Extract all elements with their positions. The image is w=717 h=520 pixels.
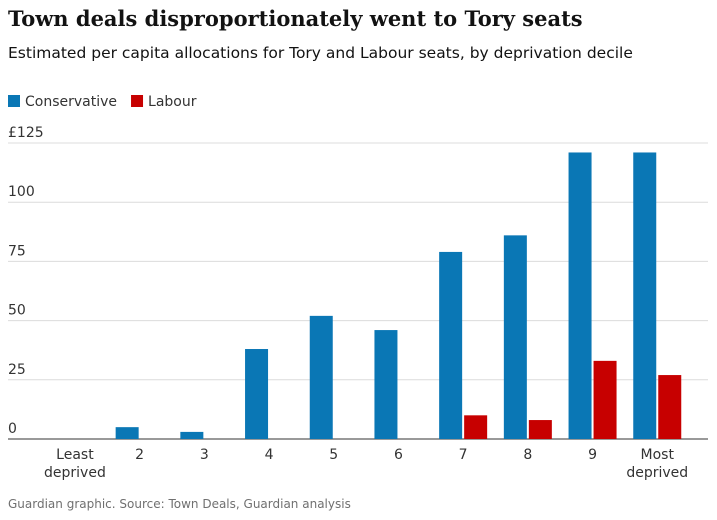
y-tick-label: 25 <box>8 362 26 378</box>
x-tick-label: Most deprived <box>626 447 689 481</box>
bar <box>528 420 552 439</box>
bar <box>568 152 592 440</box>
chart-title: Town deals disproportionately went to To… <box>8 6 583 31</box>
y-tick-label: 75 <box>8 243 26 259</box>
y-tick-label: 100 <box>8 184 35 200</box>
bar <box>503 235 527 439</box>
x-tick-label: Least deprived <box>44 447 106 481</box>
y-tick-label: 0 <box>8 421 17 437</box>
bar <box>180 431 204 439</box>
legend-swatch <box>131 95 144 107</box>
legend-label: Conservative <box>25 94 117 110</box>
bar <box>464 415 488 439</box>
bar <box>633 152 657 440</box>
y-tick-label: 50 <box>8 303 26 319</box>
legend-swatch <box>8 95 20 107</box>
bar <box>374 330 398 439</box>
x-tick-label: 7 <box>458 447 468 463</box>
x-tick-label: 8 <box>523 447 533 463</box>
x-tick-label: 2 <box>135 447 145 463</box>
bar <box>309 315 333 439</box>
chart-subtitle: Estimated per capita allocations for Tor… <box>8 44 633 62</box>
x-tick-label: 3 <box>199 447 209 463</box>
source: Guardian graphic. Source: Town Deals, Gu… <box>8 497 351 511</box>
x-tick-label: 6 <box>393 447 403 463</box>
bar <box>439 251 463 439</box>
x-tick-label: 4 <box>264 447 274 463</box>
x-tick-label: 5 <box>329 447 339 463</box>
bar <box>658 375 682 439</box>
bar <box>593 360 617 439</box>
bar <box>245 349 269 439</box>
x-tick-label: 9 <box>588 447 597 463</box>
bar <box>115 427 139 439</box>
legend-label: Labour <box>148 94 197 110</box>
y-tick-label: £125 <box>8 125 44 141</box>
